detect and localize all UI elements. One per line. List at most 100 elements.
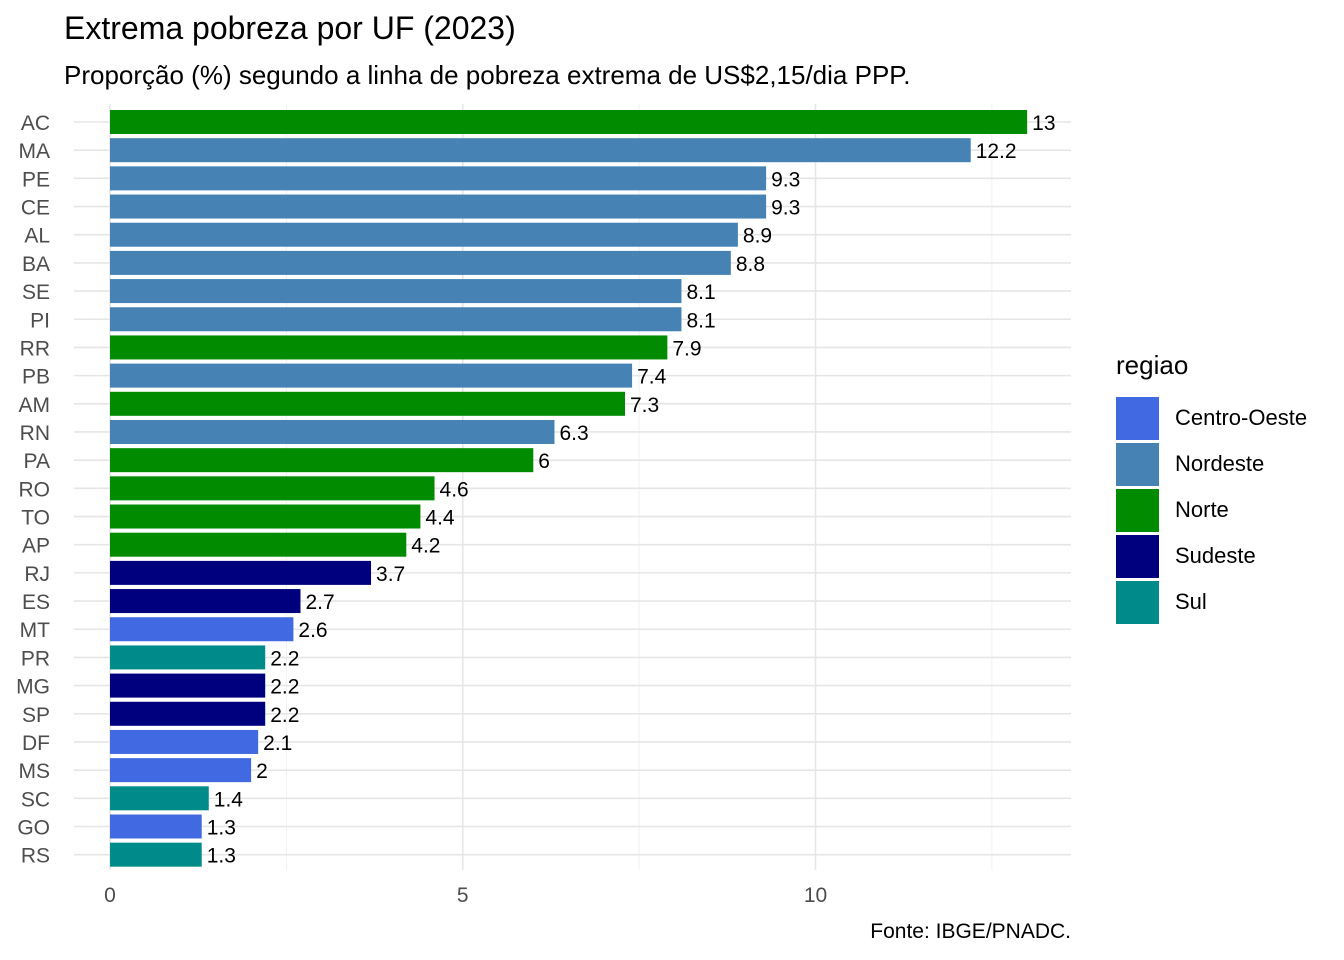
y-tick-label: RS [21, 845, 50, 868]
bar-rj [110, 560, 372, 585]
y-tick-label: PE [22, 168, 50, 191]
y-tick-label: PI [30, 309, 50, 332]
bar-value-label: 2.1 [263, 732, 292, 755]
y-tick-label: RO [19, 478, 51, 501]
legend-label: Sudeste [1175, 543, 1256, 568]
bar-value-label: 7.9 [672, 337, 701, 360]
bar-value-label: 4.2 [411, 535, 440, 558]
bar-mt [110, 617, 294, 642]
bar-pa [110, 448, 534, 473]
legend-label: Centro-Oeste [1175, 405, 1308, 430]
legend-item: Sul [1116, 579, 1307, 625]
y-tick-label: RN [20, 422, 50, 445]
legend-label: Sul [1175, 589, 1207, 614]
y-tick-label: SC [21, 788, 50, 811]
y-tick-label: AM [19, 394, 51, 417]
bar-value-label: 2 [256, 760, 268, 783]
y-tick-label: MT [20, 619, 50, 642]
legend-item: Norte [1116, 487, 1307, 533]
bar-to [110, 504, 421, 529]
bar-mg [110, 673, 266, 698]
bar-rn [110, 419, 555, 444]
chart-title: Extrema pobreza por UF (2023) [64, 10, 516, 46]
legend-title: regiao [1116, 350, 1189, 380]
bar-value-label: 3.7 [376, 563, 405, 586]
legend-swatch [1116, 488, 1159, 532]
x-tick-label: 0 [104, 884, 116, 907]
bar-value-label: 7.4 [637, 366, 667, 389]
bar-value-label: 4.4 [425, 507, 455, 530]
y-tick-label: MA [19, 140, 51, 163]
bar-am [110, 391, 626, 416]
bar-value-label: 9.3 [771, 197, 800, 220]
bar-al [110, 222, 738, 247]
y-tick-label: DF [22, 732, 50, 755]
y-tick-label: CE [21, 197, 50, 220]
legend-item: Nordeste [1116, 441, 1307, 487]
bar-value-label: 12.2 [976, 140, 1017, 163]
bar-ma [110, 138, 971, 163]
y-tick-label: AC [21, 112, 50, 135]
bar-value-label: 8.9 [743, 225, 772, 248]
y-tick-label: TO [21, 507, 50, 530]
x-tick-label: 10 [804, 884, 827, 907]
y-tick-label: PA [24, 450, 50, 473]
y-tick-label: AP [22, 535, 50, 558]
legend-swatch [1116, 534, 1159, 578]
bar-ap [110, 532, 407, 557]
bar-pr [110, 645, 266, 670]
y-tick-label: MS [19, 760, 51, 783]
y-tick-label: SP [22, 704, 50, 727]
bar-value-label: 9.3 [771, 168, 800, 191]
bar-df [110, 729, 259, 754]
bar-value-label: 6.3 [559, 422, 588, 445]
bar-value-label: 2.7 [305, 591, 334, 614]
bar-value-label: 1.4 [214, 788, 244, 811]
bar-ac [110, 110, 1028, 134]
bar-es [110, 589, 301, 614]
y-tick-label: PR [21, 647, 50, 670]
y-tick-label: BA [22, 253, 50, 276]
legend: regiao Centro-Oeste Nordeste Norte Sudeste S… [1116, 350, 1307, 625]
bar-value-label: 8.1 [686, 281, 715, 304]
legend-swatch [1116, 396, 1159, 440]
bar-value-label: 2.6 [298, 619, 327, 642]
legend-label: Norte [1175, 497, 1229, 522]
bar-value-label: 1.3 [207, 817, 236, 840]
bar-rr [110, 335, 668, 360]
bar-value-label: 2.2 [270, 704, 299, 727]
bar-ms [110, 758, 252, 783]
bar-value-label: 8.1 [686, 309, 715, 332]
bar-sc [110, 786, 209, 811]
legend-items: Centro-Oeste Nordeste Norte Sudeste Sul [1116, 395, 1307, 625]
bar-value-label: 1.3 [207, 845, 236, 868]
y-tick-label: SE [22, 281, 50, 304]
bar-ba [110, 250, 731, 275]
legend-swatch [1116, 442, 1159, 486]
y-tick-label: MG [16, 676, 50, 699]
x-tick-label: 5 [457, 884, 469, 907]
y-tick-label: RJ [24, 563, 50, 586]
legend-item: Sudeste [1116, 533, 1307, 579]
bar-sp [110, 701, 266, 726]
y-tick-label: GO [17, 817, 50, 840]
y-tick-label: RR [20, 337, 50, 360]
y-tick-label: ES [22, 591, 50, 614]
bar-value-label: 2.2 [270, 676, 299, 699]
bar-go [110, 814, 202, 839]
bar-se [110, 279, 682, 304]
bar-ce [110, 194, 767, 219]
bar-pi [110, 307, 682, 332]
bar-rs [110, 842, 202, 867]
legend-label: Nordeste [1175, 451, 1265, 476]
bar-pb [110, 363, 633, 388]
bar-value-label: 7.3 [630, 394, 659, 417]
y-tick-label: AL [24, 225, 50, 248]
bar-value-label: 8.8 [736, 253, 765, 276]
bar-value-label: 6 [538, 450, 550, 473]
bar-pe [110, 166, 767, 191]
chart-caption: Fonte: IBGE/PNADC. [870, 920, 1071, 943]
chart-subtitle: Proporção (%) segundo a linha de pobreza… [64, 60, 911, 90]
